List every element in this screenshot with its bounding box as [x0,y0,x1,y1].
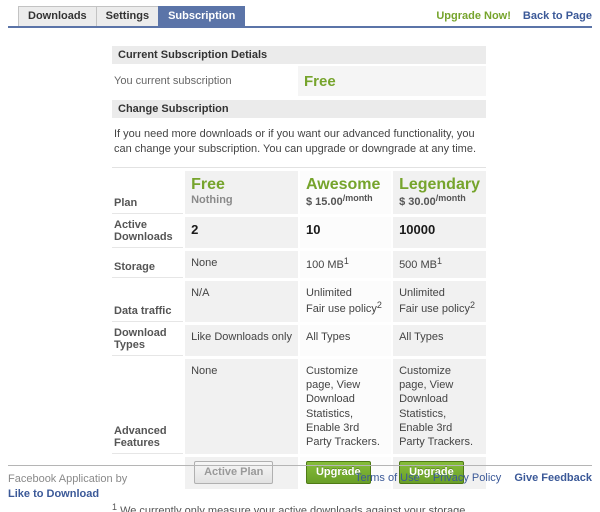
footer-links: Terms of Use Privacy Policy Give Feedbac… [345,472,592,484]
legendary-storage-value: 500 MB [399,259,437,272]
upgrade-awesome-button[interactable]: Upgrade [305,461,371,485]
legendary-storage: 500 MB1 [393,251,486,279]
current-subscription-row: You current subscription Free [112,66,486,96]
plan-awesome-period: /month [342,192,373,203]
tab-settings[interactable]: Settings [95,6,160,26]
change-subscription-section-header: Change Subscription [112,100,486,118]
legendary-button-cell: Upgrade [393,457,486,490]
plans-table: Plan Free Nothing Awesome $ 15.00/month … [110,168,488,493]
plan-header-row: Plan Free Nothing Awesome $ 15.00/month … [112,170,486,215]
legendary-data-traffic-line2: Fair use policy [399,303,470,316]
plan-awesome-name: Awesome [305,175,381,193]
legendary-traffic-footnote-ref: 2 [469,300,475,311]
row-label-plan: Plan [112,171,184,215]
active-plan-button[interactable]: Active Plan [194,461,274,485]
legendary-download-types: All Types [393,324,486,356]
awesome-advanced-features: Customize page, View Download Statistics… [299,358,392,455]
legendary-advanced-features: Customize page, View Download Statistics… [393,358,486,455]
free-active-downloads-value: 2 [191,222,199,238]
awesome-advanced-features-value: Customize page, View Download Statistics… [305,364,380,449]
free-storage-value: None [191,257,218,270]
awesome-data-traffic-line1: Unlimited [305,287,352,300]
plan-legendary-price: $ 30.00 [399,195,436,208]
plan-free-price: Nothing [191,193,233,206]
header-links: Upgrade Now! Back to Page [436,10,592,26]
footnote-1-marker: 1 [112,502,118,512]
awesome-active-downloads-value: 10 [305,222,321,238]
table-divider [112,166,486,168]
plan-free-name: Free [191,175,225,193]
plan-legendary-period: /month [435,192,466,203]
free-advanced-features: None [185,358,298,455]
tab-downloads[interactable]: Downloads [18,6,97,26]
data-traffic-row: Data traffic N/A Unlimited Fair use poli… [112,281,486,322]
row-label-download-types: Download Types [112,325,184,356]
free-download-types-value: Like Downloads only [191,330,292,343]
plan-legendary-header: Legendary $ 30.00/month [393,170,486,215]
legendary-storage-footnote-ref: 1 [436,256,442,267]
footnote-1-text: We currently only measure your active do… [120,505,466,512]
plan-legendary-name: Legendary [399,175,480,193]
legendary-data-traffic: Unlimited Fair use policy2 [393,281,486,322]
legendary-download-types-value: All Types [399,330,444,343]
storage-row: Storage None 100 MB1 500 MB1 [112,251,486,279]
current-subscription-value: Free [304,72,336,90]
footer-app-by-text: Facebook Application by [8,473,128,486]
legendary-active-downloads-value: 10000 [399,222,436,238]
awesome-download-types: All Types [299,324,392,356]
plan-free-header: Free Nothing [185,170,298,215]
plan-awesome-header: Awesome $ 15.00/month [299,170,392,215]
row-label-storage: Storage [112,251,184,279]
awesome-storage-value: 100 MB [305,259,344,272]
free-button-cell: Active Plan [185,457,298,490]
buttons-row: Active Plan Upgrade Upgrade [112,457,486,490]
awesome-storage-footnote-ref: 1 [343,256,349,267]
terms-of-use-link[interactable]: Terms of Use [354,472,420,485]
current-subscription-section-header: Current Subscription Detials [112,46,486,64]
app-name-link[interactable]: Like to Download [8,488,100,501]
free-download-types: Like Downloads only [185,324,298,356]
legendary-data-traffic-line1: Unlimited [399,287,445,300]
upgrade-legendary-button[interactable]: Upgrade [399,461,464,485]
free-data-traffic: N/A [185,281,298,322]
upgrade-now-link[interactable]: Upgrade Now! [436,10,511,22]
change-subscription-description: If you need more downloads or if you wan… [114,128,477,156]
awesome-storage: 100 MB1 [299,251,392,279]
privacy-policy-link[interactable]: Privacy Policy [432,472,502,485]
back-to-page-link[interactable]: Back to Page [522,10,592,22]
row-label-advanced-features: Advanced Features [112,359,184,455]
download-types-row: Download Types Like Downloads only All T… [112,324,486,356]
plan-awesome-price: $ 15.00 [305,195,343,208]
free-active-downloads: 2 [185,217,298,249]
awesome-active-downloads: 10 [299,217,392,249]
awesome-data-traffic-line2: Fair use policy [305,303,377,316]
row-label-active-downloads: Active Downloads [112,217,184,249]
give-feedback-link[interactable]: Give Feedback [514,472,592,485]
tab-bar: Downloads Settings Subscription Upgrade … [8,0,592,28]
tab-subscription[interactable]: Subscription [158,6,246,26]
row-label-data-traffic: Data traffic [112,281,184,322]
awesome-button-cell: Upgrade [299,457,392,490]
awesome-traffic-footnote-ref: 2 [376,300,382,311]
current-subscription-value-cell: Free [298,66,486,96]
free-data-traffic-value: N/A [191,287,210,300]
footnotes: 1 We currently only measure your active … [112,501,486,512]
free-storage: None [185,251,298,279]
free-advanced-features-value: None [191,364,218,377]
current-subscription-label: You current subscription [114,75,232,87]
footer-attribution: Facebook Application by Like to Download [8,472,127,502]
footnote-1: 1 We currently only measure your active … [112,501,486,512]
awesome-download-types-value: All Types [305,330,351,343]
legendary-advanced-features-value: Customize page, View Download Statistics… [399,364,474,449]
page-footer: Facebook Application by Like to Download… [8,465,592,512]
legendary-active-downloads: 10000 [393,217,486,249]
advanced-features-row: Advanced Features None Customize page, V… [112,358,486,455]
main-content: Current Subscription Detials You current… [112,46,486,512]
active-downloads-row: Active Downloads 2 10 10000 [112,217,486,249]
awesome-data-traffic: Unlimited Fair use policy2 [299,281,392,322]
